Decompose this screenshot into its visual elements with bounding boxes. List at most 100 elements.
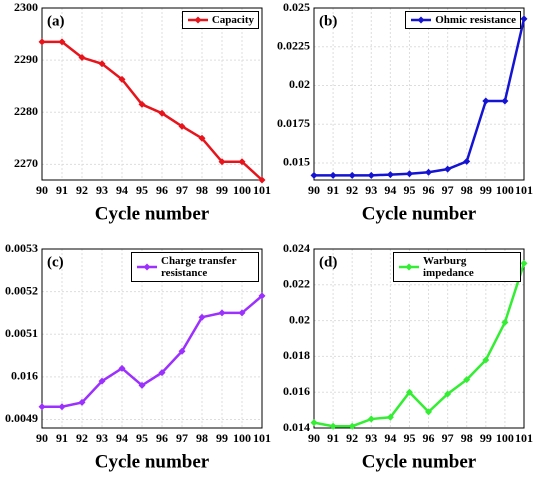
legend-label: Capacity	[211, 14, 254, 26]
x-tick-label: 91	[56, 431, 68, 445]
marker	[158, 369, 166, 377]
legend-box: Capacity	[181, 11, 259, 29]
x-tick-label: 96	[423, 183, 435, 197]
x-tick-label: 98	[461, 431, 473, 445]
marker	[348, 422, 356, 430]
marker	[405, 388, 413, 396]
marker	[444, 390, 452, 398]
x-tick-label: 98	[196, 431, 208, 445]
y-tick-label: 0.0053	[5, 241, 38, 255]
legend-label: Warburg impedance	[423, 255, 474, 279]
marker	[348, 171, 356, 179]
y-tick-label: 2280	[14, 104, 38, 118]
panel-label: (b)	[319, 13, 337, 29]
x-tick-label: 92	[76, 431, 88, 445]
marker	[463, 376, 471, 384]
marker	[425, 168, 433, 176]
x-tick-label: 90	[36, 431, 48, 445]
y-tick-label: 0.016	[283, 384, 310, 398]
x-tick-label: 95	[403, 183, 415, 197]
x-tick-label: 94	[384, 183, 396, 197]
x-tick-label: 93	[96, 183, 108, 197]
y-tick-label: 0.016	[11, 369, 38, 383]
y-tick-label: 0.02	[289, 77, 310, 91]
y-tick-label: 0.022	[283, 277, 310, 291]
y-tick-label: 0.0052	[5, 283, 38, 297]
marker	[238, 158, 246, 166]
x-tick-label: 93	[96, 431, 108, 445]
y-tick-label: 0.0051	[5, 326, 38, 340]
y-tick-label: 0.0175	[277, 116, 310, 130]
x-tick-label: 93	[365, 183, 377, 197]
x-tick-label: 99	[216, 431, 228, 445]
marker	[520, 15, 528, 23]
y-tick-label: 0.0049	[5, 411, 38, 425]
legend-marker	[143, 263, 151, 271]
marker	[482, 97, 490, 105]
legend-swatch	[399, 263, 419, 271]
marker	[501, 97, 509, 105]
x-tick-label: 90	[308, 183, 320, 197]
x-tick-label: 95	[403, 431, 415, 445]
marker	[98, 60, 106, 68]
x-tick-label: 90	[308, 431, 320, 445]
plot-area	[42, 8, 262, 180]
marker	[501, 318, 509, 326]
marker	[58, 38, 66, 46]
x-tick-label: 90	[36, 183, 48, 197]
panel-label: (d)	[319, 254, 337, 270]
legend-marker	[194, 16, 202, 24]
y-tick-label: 0.018	[283, 348, 310, 362]
x-tick-label: 99	[480, 431, 492, 445]
legend-swatch	[411, 16, 432, 24]
marker	[58, 403, 66, 411]
y-tick-label: 0.014	[283, 420, 310, 434]
marker	[329, 422, 337, 430]
legend-box: Charge transfer resistance	[131, 252, 259, 282]
marker	[310, 171, 318, 179]
legend-box: Ohmic resistance	[405, 11, 521, 29]
y-tick-label: 2270	[14, 156, 38, 170]
marker	[463, 157, 471, 165]
x-tick-label: 95	[136, 183, 148, 197]
x-tick-label: 91	[327, 183, 339, 197]
x-tick-label: 91	[56, 183, 68, 197]
marker	[425, 408, 433, 416]
x-tick-label: 92	[346, 183, 358, 197]
x-tick-label: 97	[442, 183, 454, 197]
x-tick-label: 100	[496, 431, 514, 445]
x-tick-label: 98	[196, 183, 208, 197]
y-tick-label: 2290	[14, 52, 38, 66]
marker	[482, 356, 490, 364]
marker	[78, 398, 86, 406]
x-tick-label: 95	[136, 431, 148, 445]
x-tick-label: 97	[176, 183, 188, 197]
legend-label: Charge transfer resistance	[161, 255, 237, 279]
axes-frame	[41, 7, 263, 181]
marker	[386, 413, 394, 421]
x-axis-label: Cycle number	[362, 203, 477, 224]
x-tick-label: 99	[216, 183, 228, 197]
marker	[367, 415, 375, 423]
x-tick-label: 101	[253, 431, 271, 445]
y-tick-label: 0.0225	[277, 38, 310, 52]
x-axis-label: Cycle number	[362, 451, 477, 472]
marker	[38, 403, 46, 411]
marker	[158, 109, 166, 117]
marker	[386, 171, 394, 179]
marker	[138, 381, 146, 389]
marker	[78, 54, 86, 62]
marker	[198, 313, 206, 321]
panel: 90 91 92 93 94 95 96 97 98 99 100 101 0.014 0.016 0.01…	[283, 241, 533, 473]
marker	[118, 75, 126, 83]
legend-box: Warburg impedance	[393, 252, 521, 282]
x-tick-label: 100	[496, 183, 514, 197]
x-tick-label: 96	[156, 431, 168, 445]
legend-marker	[405, 263, 413, 271]
marker	[405, 170, 413, 178]
marker	[198, 134, 206, 142]
x-axis-label: Cycle number	[95, 203, 210, 224]
legend-wrap: Warburg impedance	[314, 252, 521, 282]
marker	[138, 100, 146, 108]
x-tick-label: 101	[515, 183, 533, 197]
